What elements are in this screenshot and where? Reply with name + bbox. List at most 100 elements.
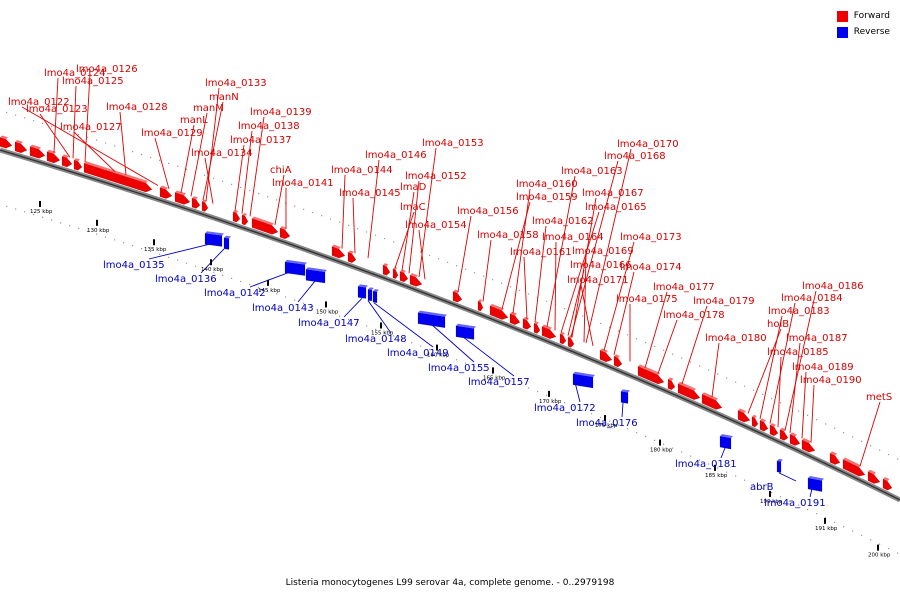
forward-gene-label: manN [209,92,239,103]
forward-gene [751,416,759,428]
forward-gene-bevel [242,213,247,217]
track-dot [483,369,485,371]
reverse-leader [367,300,392,334]
forward-gene [759,420,769,432]
forward-gene-label: lmo4a_0162 [532,216,594,227]
reverse-gene-bevel [808,476,824,481]
reverse-gene-label: lmo4a_0172 [534,403,596,414]
forward-leader [234,144,245,212]
track-dot [186,262,188,264]
forward-gene-label: lmo4a_0180 [705,333,767,344]
forward-gene-bevel [802,437,811,444]
track-dot [285,296,287,298]
track-dot [141,247,143,250]
forward-gene-bevel [332,244,341,250]
forward-gene-label: lmo4a_0187 [786,333,848,344]
track-dot [429,348,431,351]
track-dot [645,435,647,438]
track-dot [249,283,251,286]
scale-tick [153,239,155,246]
reverse-gene-bevel [777,458,783,462]
track-dot [645,341,647,344]
scale-tick [659,439,661,446]
forward-gene [46,151,61,164]
track-dot [879,543,881,545]
forward-gene-label: lmo4a_0138 [238,121,300,132]
track-dot [420,251,422,253]
forward-gene [14,141,28,154]
reverse-gene-label: lmo4a_0147 [298,318,360,329]
forward-gene-label: lmo4a_0179 [693,296,755,307]
scale-tick [714,464,716,471]
forward-gene-bevel [568,335,573,339]
track-dot [114,239,116,241]
forward-gene [779,429,789,441]
reverse-gene-bevel [720,434,733,439]
forward-gene-bevel [252,216,274,226]
track-dot [267,196,269,198]
track-dot [600,322,602,325]
reverse-gene [807,477,823,492]
forward-gene [241,214,249,226]
forward-gene-bevel [770,423,776,427]
track-dot [807,508,809,511]
track-dot [519,383,521,386]
legend-reverse-label: Reverse [853,27,890,37]
forward-gene-bevel [780,427,786,432]
forward-gene-label: lmo4a_0189 [792,362,854,373]
track-dot [6,205,8,208]
track-dot [204,174,206,176]
forward-leader [512,188,531,314]
forward-gene-label: lmo4a_0129 [141,128,203,139]
forward-gene [191,197,201,209]
track-dot [222,180,224,182]
track-dot [15,114,17,116]
track-dot [276,199,278,201]
reverse-gene-label: lmo4a_0142 [204,288,266,299]
forward-gene-label: manM [193,103,224,114]
forward-leader [457,215,472,292]
track-dot [816,419,818,421]
scale-tick-label: 150 kbp [316,309,339,315]
map-caption: Listeria monocytogenes L99 serovar 4a, c… [285,578,615,588]
forward-gene-bevel [678,381,696,391]
track-dot [51,125,53,127]
reverse-leader [809,488,813,498]
track-dot [303,302,305,304]
track-dot [636,432,638,434]
track-dot [726,377,728,379]
track-dot [510,286,512,288]
reverse-gene-bevel [306,267,327,272]
track-dot [672,353,674,355]
track-dot [339,221,341,223]
scale-tick-label: 190 kbp [760,499,783,505]
forward-gene-label: lmo4a_0141 [272,178,334,189]
track-dot [888,454,890,456]
scale-tick-label: 155 kbp [371,331,394,337]
track-dot [60,222,62,224]
reverse-leader [778,472,797,482]
scale-tick [96,219,98,226]
reverse-gene-bevel [373,289,379,292]
track-dot [798,504,800,506]
reverse-gene [204,232,223,247]
track-dot [492,279,494,281]
forward-gene-label: lmaC [400,202,426,213]
track-dot [330,312,332,314]
track-dot [663,349,665,351]
track-dot [150,250,152,253]
track-dot [798,410,800,412]
forward-gene-label: lmo4a_0164 [542,232,604,243]
track-dot [582,409,584,411]
forward-gene-label: lmo4a_0190 [800,375,862,386]
track-dot [807,414,809,417]
forward-gene-bevel [560,331,565,336]
forward-leader [394,211,415,269]
forward-gene [867,471,881,484]
forward-leader [546,175,576,328]
forward-gene-label: lmo4a_0160 [516,179,578,190]
track-dot [834,521,836,523]
track-dot [123,242,125,244]
scale-tick-label: 135 kbp [144,247,167,253]
scale-tick [380,322,382,329]
